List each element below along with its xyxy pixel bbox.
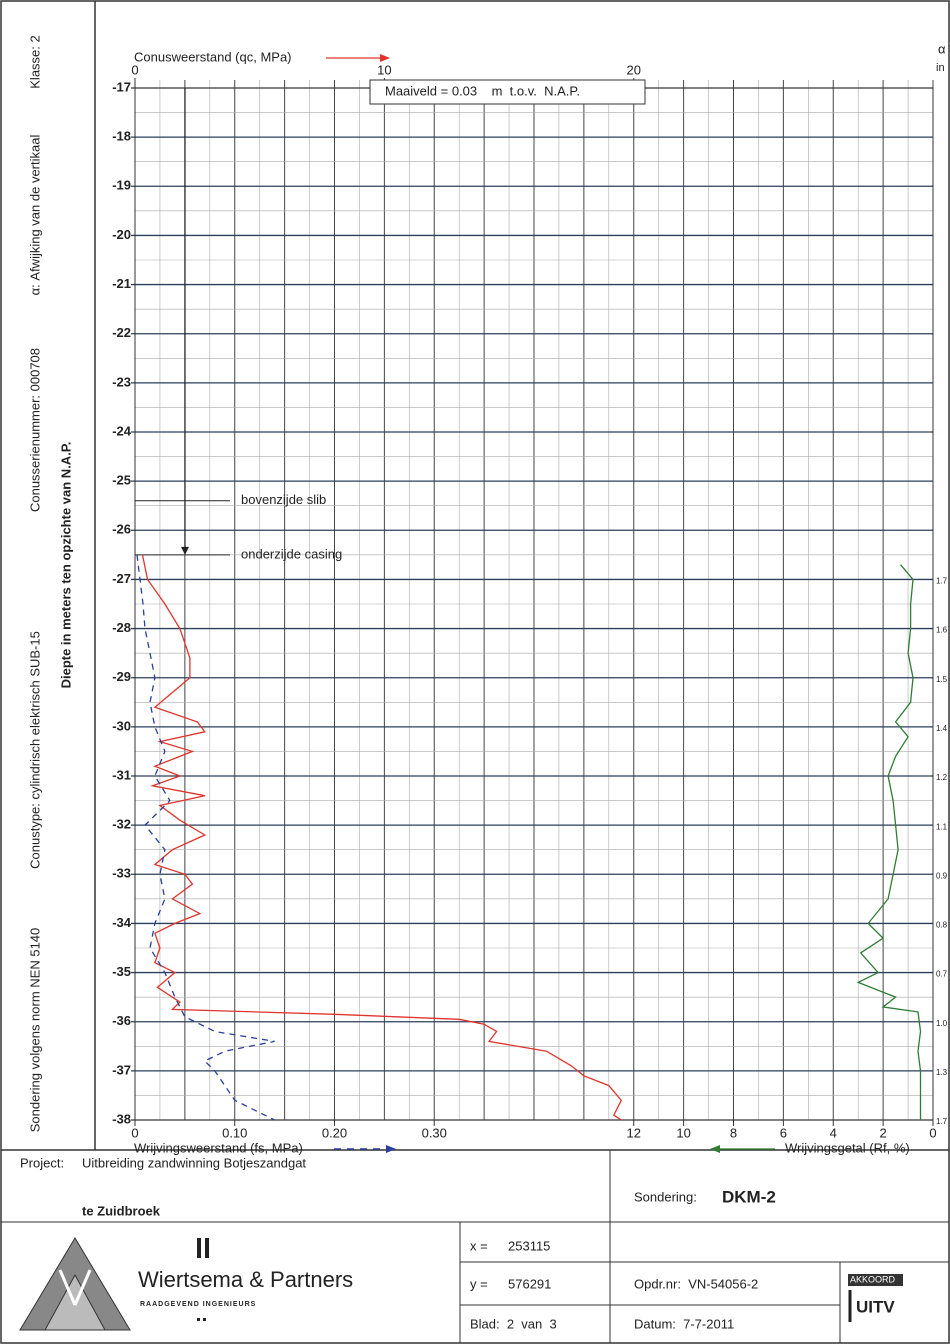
x-label: x =: [470, 1238, 488, 1253]
project: Uitbreiding zandwinning Botjeszandgat: [82, 1155, 306, 1170]
y-tick-label: -28: [112, 620, 131, 635]
y-tick-label: -21: [112, 276, 131, 291]
rf-axis-title: Wrijvingsgetal (Rf, %): [785, 1140, 910, 1155]
qc-tick-label: 10: [377, 62, 391, 77]
project: te Zuidbroek: [82, 1203, 161, 1218]
alpha-label: 1.7: [936, 577, 948, 586]
y-tick-label: -32: [112, 817, 131, 832]
y-tick-label: -29: [112, 669, 131, 684]
annotation: bovenzijde slib: [241, 492, 326, 507]
y-tick-label: -31: [112, 767, 131, 782]
maaiveld-box: [369, 79, 646, 105]
y-tick-label: -35: [112, 964, 131, 979]
alpha-label: 0.7: [936, 970, 948, 979]
y-tick-label: -22: [112, 325, 131, 340]
alpha-label: 1.3: [936, 1068, 948, 1077]
side-label: Conusserienummer: 000708: [27, 348, 42, 512]
rf-tick-label: 4: [830, 1125, 837, 1140]
fs-tick-label: 0.20: [322, 1125, 347, 1140]
alpha-label: 0.9: [936, 871, 948, 880]
stamp: UITV: [856, 1297, 895, 1316]
y-tick-label: -25: [112, 473, 131, 488]
x-value: 253115: [508, 1238, 550, 1253]
alpha-label: 1.0: [936, 1019, 948, 1028]
y-tick-label: -20: [112, 227, 131, 242]
y-tick-label: -19: [112, 178, 131, 193]
stamp-bg: [848, 1274, 903, 1286]
rf-tick-label: 6: [780, 1125, 787, 1140]
y-tick-label: -36: [112, 1013, 131, 1028]
rf-line: [856, 564, 922, 1120]
company: Wiertsema & Partners: [138, 1267, 353, 1292]
qc-tick-label: 0: [131, 62, 138, 77]
y-tick-label: -34: [112, 915, 132, 930]
qc-line: [141, 554, 623, 1121]
y-tick-label: -17: [112, 79, 131, 94]
alpha-label: 1.4: [936, 724, 948, 733]
qc-arrow-head: [380, 54, 390, 62]
alpha-label: 0.8: [936, 921, 948, 930]
y-tick-label: -24: [112, 423, 132, 438]
rf-tick-label: 2: [880, 1125, 887, 1140]
side-label: Sondering volgens norm NEN 5140: [27, 928, 42, 1133]
sondering-label: Sondering:: [634, 1189, 697, 1204]
depth-axis-title: Diepte in meters ten opzichte van N.A.P.: [58, 442, 73, 689]
side-label: Conustype: cylindrisch elektrisch SUB-15: [27, 631, 42, 869]
y-tick-label: -27: [112, 571, 131, 586]
y-label: y =: [470, 1276, 488, 1291]
company-sub: RAADGEVEND INGENIEURS: [140, 1301, 256, 1308]
alpha-label: 1.5: [936, 675, 948, 684]
logo: [19, 1237, 209, 1331]
y-value: 576291: [508, 1276, 551, 1291]
sondering: DKM-2: [722, 1187, 776, 1206]
alpha-label: 1.7: [936, 1117, 948, 1126]
fs-tick-label: 0.30: [422, 1125, 447, 1140]
fs-tick-label: 0: [131, 1125, 138, 1140]
y-tick-label: -23: [112, 374, 131, 389]
opdr: Opdr.nr: VN-54056-2: [634, 1276, 758, 1291]
y-tick-label: -37: [112, 1062, 131, 1077]
y-tick-label: -18: [112, 129, 131, 144]
alpha-title: α: [938, 41, 946, 56]
blad: Blad: 2 van 3: [470, 1316, 557, 1331]
stamp-top: AKKOORD: [850, 1274, 896, 1284]
y-tick-label: -38: [112, 1111, 131, 1126]
qc-axis-title: Conusweerstand (qc, MPa): [134, 49, 292, 64]
fs-axis-title: Wrijvingsweerstand (fs, MPa): [134, 1140, 303, 1155]
qc-tick-label: 20: [627, 62, 641, 77]
alpha-label: 1.2: [936, 773, 948, 782]
side-label: Klasse: 2: [27, 35, 42, 88]
project-label: Project:: [20, 1155, 64, 1170]
fs-tick-label: 0.10: [222, 1125, 247, 1140]
annotation: onderzijde casing: [241, 546, 342, 561]
rf-arrow-head: [710, 1145, 720, 1153]
alpha-unit: in: [936, 62, 945, 74]
fs-line: [136, 554, 275, 1121]
y-tick-label: -30: [112, 718, 131, 733]
casing-arrow: [181, 546, 189, 555]
rf-tick-label: 12: [627, 1125, 641, 1140]
y-tick-label: -26: [112, 522, 131, 537]
alpha-label: 1.1: [936, 822, 948, 831]
side-label: α: Afwijking van de vertikaal: [27, 135, 42, 296]
rf-tick-label: 8: [730, 1125, 737, 1140]
rf-tick-label: 10: [676, 1125, 690, 1140]
y-tick-label: -33: [112, 866, 131, 881]
rf-tick-label: 0: [929, 1125, 936, 1140]
maaiveld: Maaiveld = 0.03 m t.o.v. N.A.P.: [385, 83, 580, 98]
alpha-label: 1.6: [936, 626, 948, 635]
datum: Datum: 7-7-2011: [634, 1316, 734, 1331]
plot: -17 -18 -19 -20 -21 -22 -23 -24 -25 -26 -27 -28 -29 -…: [112, 62, 947, 1140]
fs-arrow-head: [386, 1145, 396, 1153]
